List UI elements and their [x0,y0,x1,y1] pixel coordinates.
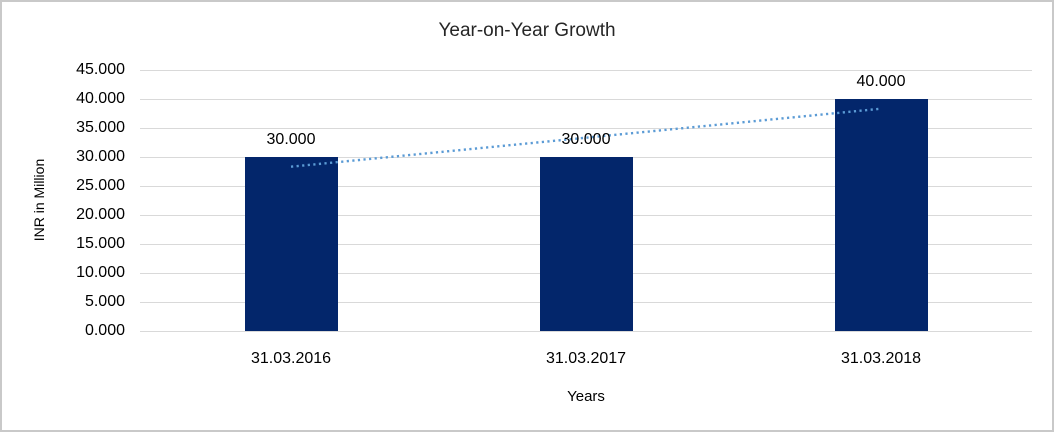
y-tick-label: 30.000 [76,148,125,165]
gridline [140,70,1032,71]
y-tick-label: 15.000 [76,235,125,252]
data-label: 40.000 [856,73,906,90]
y-tick-label: 0.000 [84,322,125,339]
y-tick-label: 20.000 [76,206,125,223]
x-tick-label: 31.03.2017 [545,350,627,367]
y-tick-label: 35.000 [76,119,125,136]
y-tick-label: 45.000 [76,61,125,78]
y-tick-label: 5.000 [84,293,125,310]
x-axis-title: Years [567,388,605,405]
y-tick-label: 10.000 [76,264,125,281]
y-tick-label: 25.000 [76,177,125,194]
bar [834,99,928,331]
x-tick-label: 31.03.2016 [250,350,332,367]
bar [244,157,338,331]
chart-title: Year-on-Year Growth [438,20,616,41]
bar [539,157,633,331]
gridline [140,331,1032,332]
data-label: 30.000 [561,131,611,148]
data-label: 30.000 [266,131,316,148]
x-tick-label: 31.03.2018 [840,350,922,367]
y-tick-label: 40.000 [76,90,125,107]
gridline [140,99,1032,100]
